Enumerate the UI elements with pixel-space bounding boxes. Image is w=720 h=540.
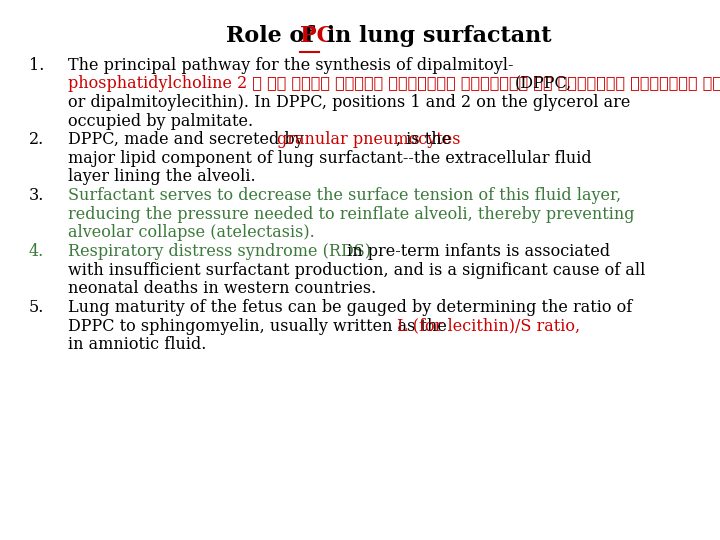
Text: with insufficient surfactant production, and is a significant cause of all: with insufficient surfactant production,…: [68, 261, 646, 279]
Text: DPPC, made and secreted by: DPPC, made and secreted by: [68, 131, 309, 148]
Text: 2.: 2.: [29, 131, 44, 148]
Text: in pre-term infants is associated: in pre-term infants is associated: [342, 243, 610, 260]
Text: granular pneumocytes: granular pneumocytes: [277, 131, 461, 148]
Text: Lung maturity of the fetus can be gauged by determining the ratio of: Lung maturity of the fetus can be gauged…: [68, 299, 633, 316]
Text: , is the: , is the: [396, 131, 451, 148]
Text: Respiratory distress syndrome (RDS): Respiratory distress syndrome (RDS): [68, 243, 372, 260]
Text: (DPPC,: (DPPC,: [515, 75, 572, 92]
Text: 5.: 5.: [29, 299, 44, 316]
Text: 1.: 1.: [29, 57, 44, 73]
Text: 3.: 3.: [29, 187, 44, 204]
Text: or dipalmitoylecithin). In DPPC, positions 1 and 2 on the glycerol are: or dipalmitoylecithin). In DPPC, positio…: [68, 94, 631, 111]
Text: PC: PC: [300, 25, 334, 48]
Text: in lung surfactant: in lung surfactant: [318, 25, 551, 48]
Text: 4.: 4.: [29, 243, 44, 260]
Text: reducing the pressure needed to reinflate alveoli, thereby preventing: reducing the pressure needed to reinflat…: [68, 206, 635, 222]
Text: Role of: Role of: [226, 25, 322, 48]
Text: alveolar collapse (atelectasis).: alveolar collapse (atelectasis).: [68, 224, 315, 241]
Text: neonatal deaths in western countries.: neonatal deaths in western countries.: [68, 280, 377, 297]
Text: The principal pathway for the synthesis of dipalmitoyl-: The principal pathway for the synthesis …: [68, 57, 514, 73]
Text: layer lining the alveoli.: layer lining the alveoli.: [68, 168, 256, 185]
Text: occupied by palmitate.: occupied by palmitate.: [68, 112, 253, 130]
Text: DPPC to sphingomyelin, usually written as the: DPPC to sphingomyelin, usually written a…: [68, 318, 452, 334]
Text: Surfactant serves to decrease the surface tension of this fluid layer,: Surfactant serves to decrease the surfac…: [68, 187, 621, 204]
Text: phosphatidylcholine 2 ر قم انظر للسير فاكتينت الاساسي في التركيب التركيب في داخل: phosphatidylcholine 2 ر قم انظر للسير فا…: [68, 75, 720, 92]
Text: in amniotic fluid.: in amniotic fluid.: [68, 336, 207, 353]
Text: L (for lecithin)/S ratio,: L (for lecithin)/S ratio,: [397, 318, 580, 334]
Text: major lipid component of lung surfactant--the extracellular fluid: major lipid component of lung surfactant…: [68, 150, 592, 167]
